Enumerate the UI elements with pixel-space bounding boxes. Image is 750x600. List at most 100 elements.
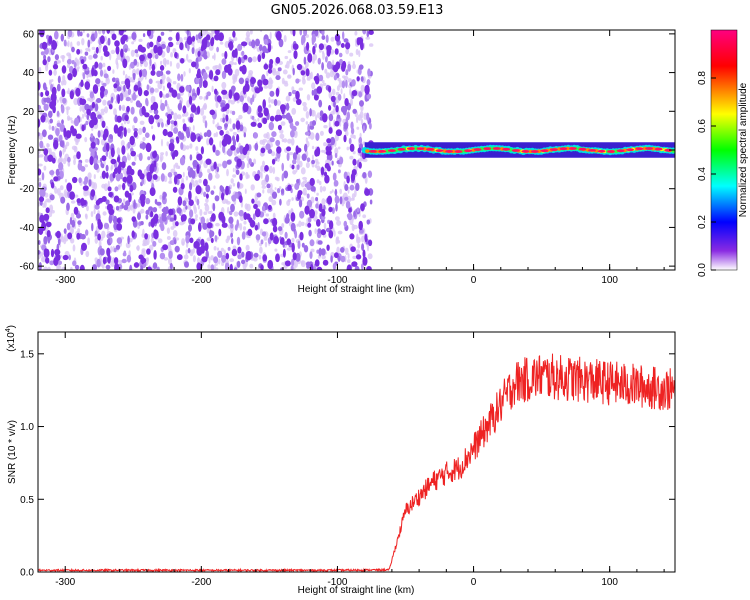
noise-speck bbox=[225, 199, 229, 204]
noise-peak bbox=[148, 115, 155, 125]
noise-peak bbox=[75, 87, 81, 97]
noise-peak bbox=[152, 174, 158, 180]
noise-speck bbox=[151, 125, 154, 130]
noise-blob bbox=[109, 237, 113, 244]
noise-speck bbox=[232, 131, 237, 136]
noise-blob bbox=[87, 39, 91, 48]
noise-blob bbox=[189, 182, 193, 191]
noise-peak bbox=[364, 188, 371, 196]
noise-speck bbox=[284, 64, 288, 69]
noise-blob bbox=[311, 33, 316, 39]
noise-peak bbox=[237, 246, 242, 254]
noise-blob bbox=[49, 118, 53, 124]
noise-speck bbox=[359, 132, 362, 139]
noise-blob bbox=[331, 160, 334, 166]
noise-blob bbox=[88, 179, 92, 187]
noise-peak bbox=[38, 118, 41, 128]
noise-speck bbox=[229, 258, 235, 263]
noise-peak bbox=[245, 213, 251, 220]
noise-speck bbox=[264, 241, 268, 248]
noise-peak bbox=[209, 109, 216, 116]
noise-blob bbox=[97, 114, 102, 119]
noise-speck bbox=[260, 165, 264, 173]
noise-speck bbox=[176, 114, 182, 120]
noise-blob bbox=[133, 128, 138, 132]
noise-peak bbox=[236, 134, 240, 143]
noise-blob bbox=[317, 240, 323, 245]
noise-peak bbox=[55, 254, 61, 261]
noise-speck bbox=[284, 55, 289, 60]
noise-blob bbox=[198, 35, 202, 40]
noise-speck bbox=[81, 38, 85, 46]
signal-band-peak bbox=[521, 150, 530, 153]
noise-speck bbox=[48, 148, 52, 155]
noise-blob bbox=[149, 87, 155, 94]
noise-speck bbox=[281, 138, 285, 143]
noise-peak bbox=[290, 212, 296, 222]
noise-speck bbox=[335, 216, 340, 222]
noise-blob bbox=[311, 89, 314, 96]
noise-peak bbox=[67, 73, 73, 81]
noise-blob bbox=[269, 90, 275, 97]
noise-blob bbox=[222, 117, 226, 123]
colorbar-tick-label: 0.6 bbox=[697, 119, 708, 133]
noise-peak bbox=[45, 248, 50, 258]
noise-peak bbox=[102, 256, 107, 265]
noise-speck bbox=[84, 111, 87, 118]
noise-peak bbox=[235, 120, 241, 130]
noise-blob bbox=[339, 196, 343, 205]
noise-blob bbox=[330, 255, 333, 263]
noise-speck bbox=[155, 80, 161, 84]
noise-peak bbox=[325, 150, 332, 156]
noise-speck bbox=[38, 177, 42, 182]
noise-blob bbox=[355, 182, 360, 191]
noise-blob bbox=[301, 242, 305, 248]
noise-blob bbox=[131, 161, 136, 166]
noise-peak bbox=[146, 266, 152, 270]
noise-speck bbox=[193, 204, 196, 211]
noise-speck bbox=[268, 104, 272, 108]
noise-speck bbox=[274, 248, 278, 252]
signal-band-peak bbox=[464, 149, 473, 153]
noise-blob bbox=[66, 202, 70, 211]
noise-peak bbox=[245, 251, 250, 260]
noise-speck bbox=[291, 86, 295, 92]
noise-speck bbox=[149, 109, 153, 113]
noise-blob bbox=[305, 261, 312, 267]
noise-blob bbox=[253, 132, 258, 139]
noise-blob bbox=[321, 215, 326, 220]
noise-peak bbox=[86, 108, 91, 116]
noise-blob bbox=[148, 222, 151, 227]
noise-peak bbox=[200, 238, 205, 247]
noise-speck bbox=[369, 43, 374, 47]
noise-peak bbox=[233, 92, 240, 101]
noise-peak bbox=[79, 264, 85, 270]
noise-peak bbox=[43, 148, 49, 156]
noise-speck bbox=[314, 228, 318, 235]
noise-peak bbox=[53, 176, 59, 182]
noise-blob bbox=[277, 226, 283, 232]
noise-peak bbox=[213, 161, 217, 170]
noise-speck bbox=[272, 212, 276, 219]
noise-speck bbox=[57, 157, 63, 163]
noise-peak bbox=[116, 156, 121, 163]
noise-blob bbox=[290, 130, 295, 138]
noise-peak bbox=[326, 195, 333, 205]
noise-peak bbox=[214, 88, 218, 95]
noise-speck bbox=[332, 108, 336, 115]
noise-peak bbox=[84, 81, 91, 90]
noise-speck bbox=[262, 138, 268, 143]
noise-speck bbox=[124, 92, 129, 99]
noise-speck bbox=[258, 254, 262, 260]
noise-speck bbox=[230, 178, 234, 184]
noise-speck bbox=[60, 236, 65, 243]
noise-blob bbox=[362, 172, 367, 179]
noise-speck bbox=[203, 102, 208, 111]
noise-speck bbox=[100, 55, 103, 61]
snr-series-line bbox=[38, 353, 675, 572]
noise-peak bbox=[76, 151, 81, 160]
noise-peak bbox=[166, 82, 172, 89]
noise-speck bbox=[70, 41, 73, 49]
noise-peak bbox=[101, 120, 106, 128]
noise-blob bbox=[334, 153, 338, 158]
